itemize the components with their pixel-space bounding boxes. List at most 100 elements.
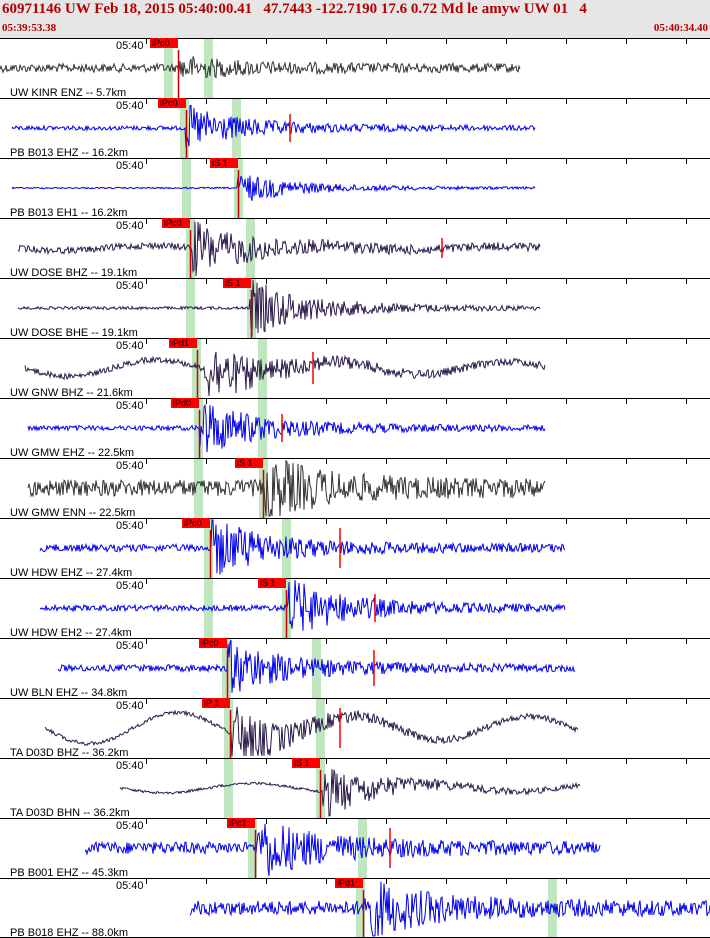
waveform xyxy=(189,881,710,937)
time-label: 05:40 xyxy=(116,760,144,772)
trace-row[interactable]: iPc0 05:40 UW KINR ENZ -- 5.7km xyxy=(0,38,710,99)
trace-row[interactable]: iPc0 05:40 UW BLN EHZ -- 34.8km xyxy=(0,638,710,699)
station-label: UW KINR ENZ -- 5.7km xyxy=(10,87,126,99)
station-label: UW DOSE BHZ -- 19.1km xyxy=(10,267,137,279)
time-label: 05:40 xyxy=(116,700,144,712)
time-label: 05:40 xyxy=(116,580,144,592)
time-label: 05:40 xyxy=(116,40,144,52)
pick-label: iPd1 xyxy=(171,338,189,348)
pick-label-box[interactable] xyxy=(169,338,197,348)
waveform xyxy=(39,579,566,631)
time-label: 05:40 xyxy=(116,880,144,892)
station-label: UW GMW EHZ -- 22.5km xyxy=(10,447,134,459)
pick-window-start xyxy=(192,339,201,398)
pick-label-box[interactable] xyxy=(235,458,263,468)
trace-row[interactable]: iS 1 05:40 UW HDW EH2 -- 27.4km xyxy=(0,578,710,639)
trace-row[interactable]: iS 1 05:40 TA D03D BHN -- 36.2km xyxy=(0,758,710,819)
waveform xyxy=(44,706,579,757)
waveform xyxy=(84,823,601,877)
waveform xyxy=(119,769,581,817)
station-label: PB B013 EHZ -- 16.2km xyxy=(10,147,128,159)
trace-row[interactable]: iS 1 05:40 UW GMW ENN -- 22.5km xyxy=(0,458,710,519)
pick-label-box[interactable] xyxy=(258,578,286,588)
pick-label: iS 1 xyxy=(294,758,310,768)
pick-label-box[interactable] xyxy=(227,818,255,828)
trace-row[interactable]: iPc0 05:40 UW HDW EHZ -- 27.4km xyxy=(0,518,710,579)
pick-window-start xyxy=(356,879,365,938)
time-label: 05:40 xyxy=(116,520,144,532)
waveform xyxy=(27,459,546,517)
pick-label: iPc0 xyxy=(160,98,178,108)
station-label: PB B013 EH1 -- 16.2km xyxy=(10,207,127,219)
pick-window-start xyxy=(186,279,195,338)
waveform xyxy=(27,403,546,453)
station-label: UW GMW ENN -- 22.5km xyxy=(10,507,135,519)
pick-window-end xyxy=(312,639,321,698)
pick-label-box[interactable] xyxy=(223,278,251,288)
trace-row[interactable]: iP 1 05:40 TA D03D BHZ -- 36.2km xyxy=(0,698,710,759)
pick-label: iPc1 xyxy=(229,818,247,828)
pick-label-box[interactable] xyxy=(335,878,363,888)
time-label: 05:40 xyxy=(116,400,144,412)
trace-row[interactable]: iPc0 05:40 PB B013 EHZ -- 16.2km xyxy=(0,98,710,159)
trace-row[interactable]: iS 1 05:40 PB B013 EH1 -- 16.2km xyxy=(0,158,710,219)
pick-label-box[interactable] xyxy=(202,698,230,708)
pick-label: iP 1 xyxy=(204,698,219,708)
time-label: 05:40 xyxy=(116,340,144,352)
waveform xyxy=(57,639,576,693)
pick-label-box[interactable] xyxy=(292,758,320,768)
trace-row[interactable]: iS 1 05:40 UW DOSE BHE -- 19.1km xyxy=(0,278,710,339)
station-label: UW HDW EH2 -- 27.4km xyxy=(10,627,132,639)
waveform xyxy=(39,519,566,575)
station-label: UW BLN EHZ -- 34.8km xyxy=(10,687,127,699)
pick-label-box[interactable] xyxy=(210,158,238,168)
pick-label: iPc0 xyxy=(152,38,170,48)
time-label: 05:40 xyxy=(116,220,144,232)
pick-label-box[interactable] xyxy=(199,638,227,648)
pick-window-start xyxy=(164,39,173,98)
pick-label-box[interactable] xyxy=(158,98,186,108)
pick-label: iS 1 xyxy=(225,278,241,288)
time-label: 05:40 xyxy=(116,460,144,472)
pick-window-start xyxy=(248,819,257,878)
pick-window-start xyxy=(222,639,231,698)
station-label: PB B018 EHZ -- 88.0km xyxy=(10,927,128,938)
pick-window-start xyxy=(194,459,203,518)
pick-window-end xyxy=(548,879,557,938)
time-label: 05:40 xyxy=(116,280,144,292)
waveform xyxy=(0,56,521,79)
pick-label: iPc0 xyxy=(164,218,182,228)
pick-label: iPc0 xyxy=(201,638,219,648)
station-label: PB B001 EHZ -- 45.3km xyxy=(10,867,128,879)
trace-row[interactable]: iPd1 05:40 UW GNW BHZ -- 21.6km xyxy=(0,338,710,399)
time-label: 05:40 xyxy=(116,100,144,112)
trace-row[interactable]: iPd1 05:40 PB B018 EHZ -- 88.0km xyxy=(0,878,710,938)
pick-label: iS 1 xyxy=(212,158,228,168)
pick-label: iS 1 xyxy=(260,578,276,588)
pick-window-end xyxy=(258,339,267,398)
trace-row[interactable]: iPc0 05:40 UW DOSE BHZ -- 19.1km xyxy=(0,218,710,279)
end-time-label: 05:40:34.40 xyxy=(653,22,708,34)
pick-label: iPd1 xyxy=(337,878,355,888)
pick-window-start xyxy=(224,759,233,818)
waveform xyxy=(17,279,541,337)
pick-label-box[interactable] xyxy=(182,518,210,528)
event-title: 60971146 UW Feb 18, 2015 05:40:00.41 47.… xyxy=(2,1,587,17)
pick-label-box[interactable] xyxy=(150,38,178,48)
event-header: 60971146 UW Feb 18, 2015 05:40:00.41 47.… xyxy=(0,0,710,38)
station-label: UW HDW EHZ -- 27.4km xyxy=(10,567,132,579)
pick-label-box[interactable] xyxy=(171,398,199,408)
station-label: UW DOSE BHE -- 19.1km xyxy=(10,327,138,339)
time-label: 05:40 xyxy=(116,820,144,832)
pick-label: iS 1 xyxy=(237,458,253,468)
waveform xyxy=(11,105,536,148)
pick-label-box[interactable] xyxy=(162,218,190,228)
waveform xyxy=(11,175,536,201)
trace-row[interactable]: iPc1 05:40 PB B001 EHZ -- 45.3km xyxy=(0,818,710,879)
waveform xyxy=(17,221,541,277)
station-label: UW GNW BHZ -- 21.6km xyxy=(10,387,133,399)
trace-row[interactable]: iPd0 05:40 UW GMW EHZ -- 22.5km xyxy=(0,398,710,459)
station-label: TA D03D BHN -- 36.2km xyxy=(10,807,130,819)
start-time-label: 05:39:53.38 xyxy=(2,22,57,34)
